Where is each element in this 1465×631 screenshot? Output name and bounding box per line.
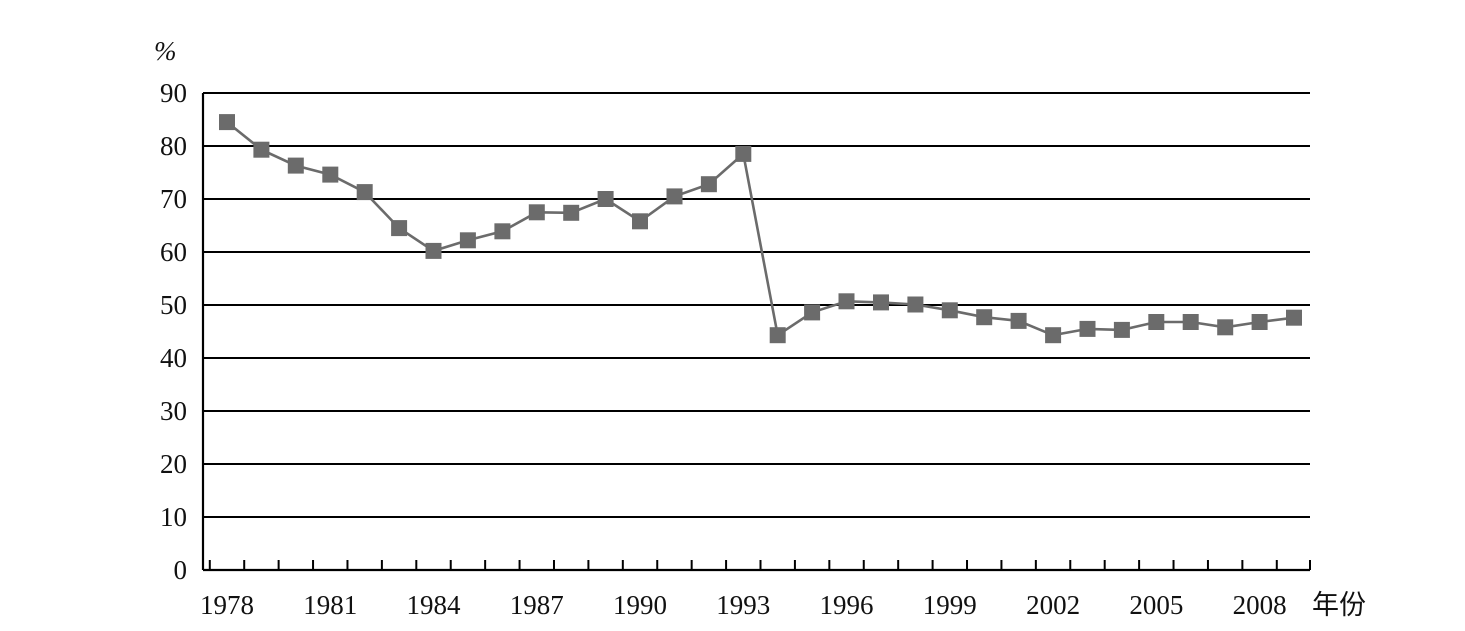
y-tick-label-60: 60 [160,237,187,267]
axes [201,93,1310,572]
y-tick-label-30: 30 [160,396,187,426]
data-point-1981 [322,166,339,183]
x-tick-label-1993: 1993 [716,590,770,620]
y-tick-label-70: 70 [160,184,187,214]
x-tick-label-1984: 1984 [407,590,462,620]
data-point-1986 [494,223,511,240]
data-point-2009 [1286,309,1302,326]
data-point-1980 [287,157,304,174]
x-axis-title: 年份 [1312,590,1366,620]
x-tick-label-1999: 1999 [923,590,977,620]
y-tick-label-50: 50 [160,290,187,320]
data-point-1992 [700,176,717,193]
ticks [208,560,1311,570]
x-tick-label-1996: 1996 [820,590,874,620]
data-point-1999 [941,302,958,319]
series-line-0 [226,121,1295,338]
gridlines [203,92,1310,518]
x-tick-label-1978: 1978 [200,590,254,620]
x-tick-label-2002: 2002 [1026,590,1080,620]
data-point-2000 [976,309,993,326]
data-point-1987 [528,204,545,221]
y-axis-unit-label: % [154,36,177,66]
y-tick-label-20: 20 [160,449,187,479]
y-tick-label-10: 10 [160,502,187,532]
data-point-1993 [735,145,752,162]
y-tick-label-80: 80 [160,131,187,161]
data-point-1997 [873,294,889,311]
data-point-1982 [356,184,373,201]
y-tick-label-40: 40 [160,343,187,373]
data-point-2002 [1045,327,1062,344]
data-point-1995 [804,304,821,321]
data-point-2001 [1010,312,1027,329]
x-tick-label-1990: 1990 [613,590,667,620]
data-point-1989 [597,191,614,207]
data-point-1996 [838,293,855,310]
data-point-1991 [666,188,683,205]
data-point-1984 [425,242,442,259]
data-point-1985 [459,232,476,249]
data-point-1978 [219,114,235,131]
x-tick-label-2005: 2005 [1129,590,1183,620]
data-point-2007 [1217,319,1234,336]
data-point-2004 [1113,321,1130,338]
data-point-2005 [1148,314,1165,330]
data-point-2003 [1079,320,1096,337]
data-point-1979 [253,141,270,158]
data-point-1988 [563,204,580,221]
data-point-1983 [391,220,408,237]
x-tick-label-1981: 1981 [303,590,357,620]
data-point-2006 [1182,314,1199,330]
data-point-1990 [632,213,648,230]
data-point-2008 [1251,314,1268,330]
data-series [219,114,1302,344]
y-tick-label-0: 0 [174,555,188,585]
x-tick-label-1987: 1987 [510,590,564,620]
tick-labels: 0 10 20 30 40 50 60 70 80 90 1978 1981 1984 1987 1990 1… [160,78,1287,620]
y-tick-label-90: 90 [160,78,187,108]
data-point-1994 [769,327,786,344]
x-tick-label-2008: 2008 [1233,590,1287,620]
data-point-1998 [907,296,924,313]
